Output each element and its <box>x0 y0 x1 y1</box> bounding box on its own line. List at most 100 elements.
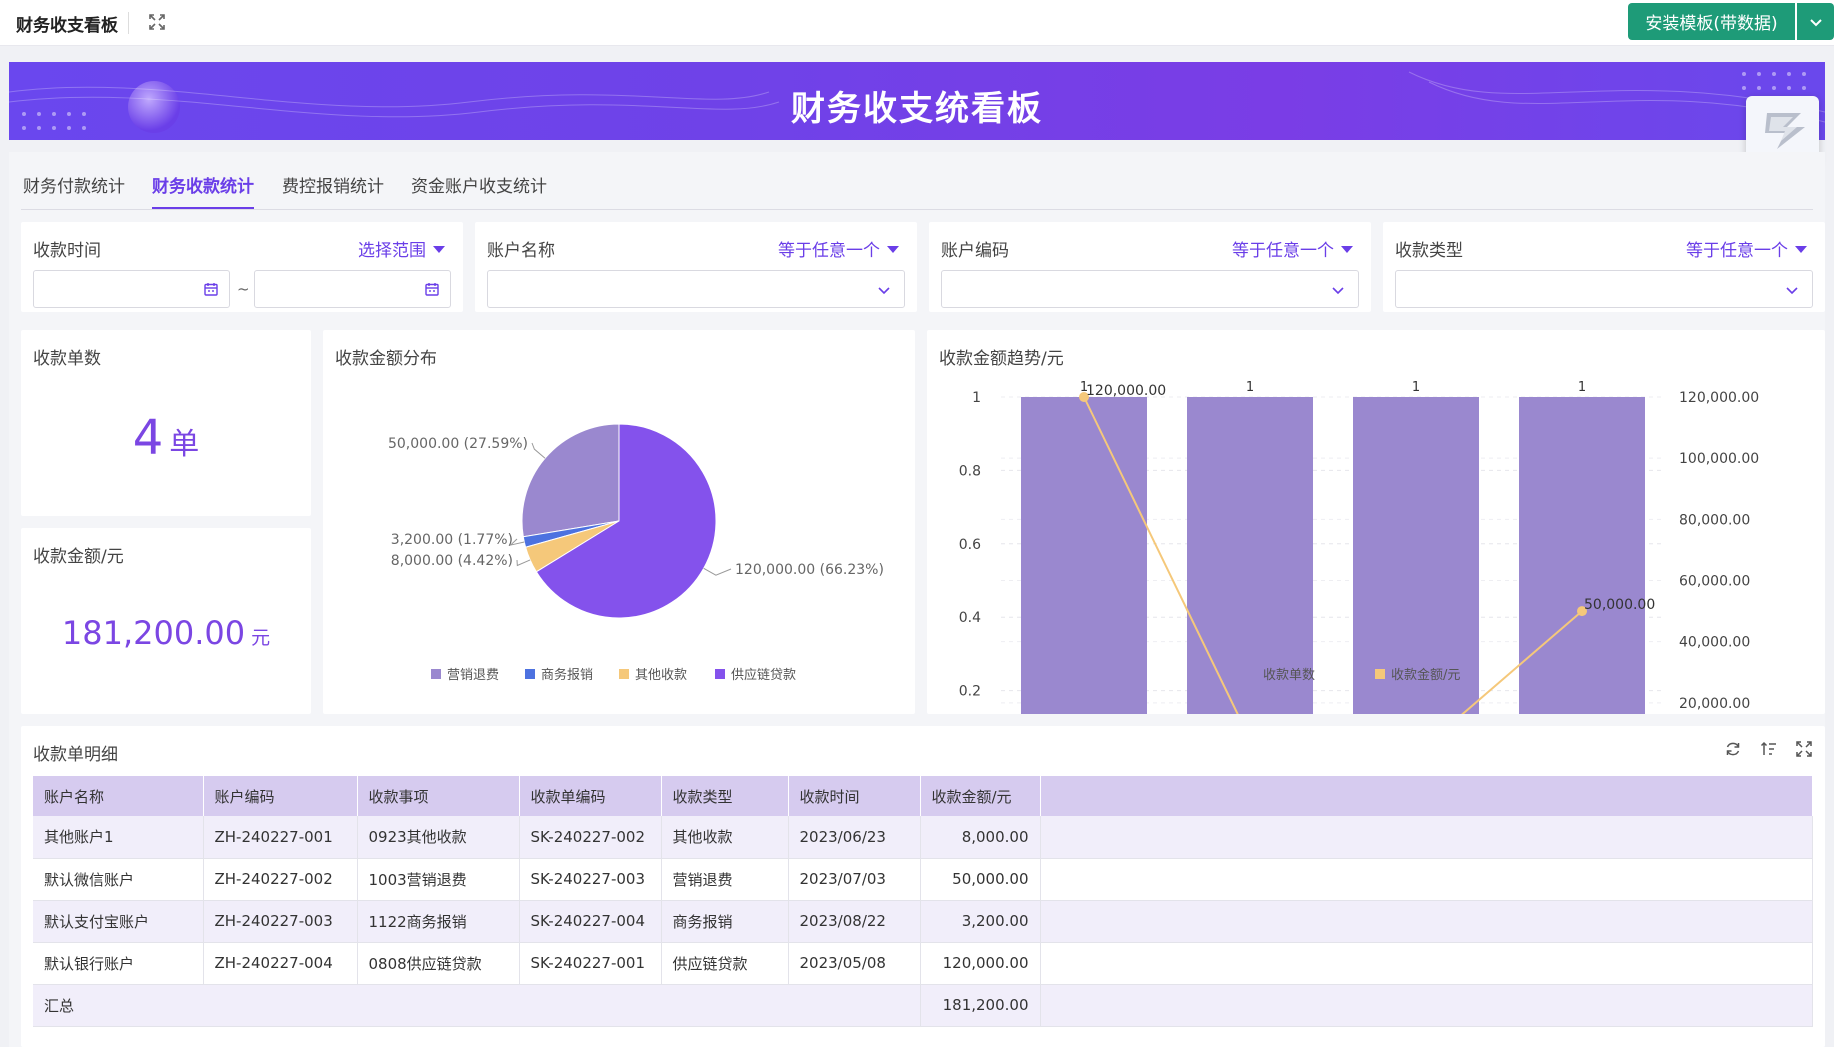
dashboard-content: 财务付款统计 财务收款统计 费控报销统计 资金账户收支统计 收款时间 选择范围 … <box>9 152 1825 1047</box>
table-cell: 1003营销退费 <box>357 858 520 901</box>
table-row[interactable]: 其他账户1 ZH-240227-001 0923其他收款 SK-240227-0… <box>33 816 1813 859</box>
column-header[interactable]: 收款金额/元 <box>920 776 1041 816</box>
left-axis-tick-label: 1 <box>972 390 981 406</box>
table-cell: 3,200.00 <box>920 900 1041 943</box>
column-header[interactable]: 账户编码 <box>203 776 358 816</box>
filter-label: 账户编码 <box>941 241 1009 261</box>
legend-label[interactable]: 其他收款 <box>635 668 687 683</box>
tab-fund-account-stats[interactable]: 资金账户收支统计 <box>411 177 547 197</box>
legend-label[interactable]: 收款金额/元 <box>1391 667 1460 683</box>
column-header[interactable]: 收款事项 <box>357 776 520 816</box>
caret-down-icon <box>887 246 899 253</box>
date-start-input[interactable] <box>33 270 230 308</box>
filter-account-name: 账户名称 等于任意一个 <box>475 222 917 312</box>
refresh-icon[interactable] <box>1724 740 1742 758</box>
table-cell: 2023/08/22 <box>788 900 921 943</box>
pie-data-label: 8,000.00 (4.42%) <box>391 553 513 569</box>
filter-operator-label: 选择范围 <box>358 241 426 261</box>
filter-operator[interactable]: 等于任意一个 <box>1686 236 1807 261</box>
tab-payment-stats[interactable]: 财务付款统计 <box>23 177 125 197</box>
filter-account-code: 账户编码 等于任意一个 <box>929 222 1371 312</box>
table-row[interactable]: 默认银行账户 ZH-240227-004 0808供应链贷款 SK-240227… <box>33 942 1813 985</box>
summary-total: 181,200.00 <box>920 984 1041 1027</box>
table-cell: ZH-240227-001 <box>203 816 358 859</box>
tab-expense-stats[interactable]: 费控报销统计 <box>282 177 384 197</box>
sort-icon[interactable] <box>1760 740 1778 758</box>
bar[interactable] <box>1021 397 1147 714</box>
install-template-button[interactable]: 安装模板(带数据) <box>1628 3 1795 40</box>
line-data-label: 50,000.00 <box>1584 597 1655 613</box>
legend-label[interactable]: 收款单数 <box>1263 668 1315 683</box>
pie-slice[interactable] <box>521 423 620 538</box>
summary-label: 汇总 <box>33 984 921 1027</box>
table-cell: 2023/05/08 <box>788 942 921 985</box>
chart-title: 收款金额分布 <box>335 349 437 369</box>
filter-operator[interactable]: 等于任意一个 <box>778 236 899 261</box>
line-point[interactable] <box>1577 606 1587 617</box>
column-header[interactable]: 收款类型 <box>661 776 789 816</box>
receipt-type-select[interactable] <box>1395 270 1813 308</box>
right-axis-tick-label: 60,000.00 <box>1679 574 1750 590</box>
tab-receipt-stats[interactable]: 财务收款统计 <box>152 177 254 197</box>
kpi-label: 收款单数 <box>33 349 101 369</box>
column-header[interactable]: 收款单编码 <box>519 776 662 816</box>
line-series <box>1083 396 1583 714</box>
table-cell: ZH-240227-004 <box>203 942 358 985</box>
column-header[interactable]: 收款时间 <box>788 776 921 816</box>
right-axis-tick-label: 120,000.00 <box>1679 390 1759 406</box>
right-axis-tick-label: 40,000.00 <box>1679 635 1750 651</box>
pie-label-line <box>531 442 546 459</box>
filter-operator[interactable]: 等于任意一个 <box>1232 236 1353 261</box>
table-cell: ZH-240227-003 <box>203 900 358 943</box>
pie-data-label: 120,000.00 (66.23%) <box>735 562 884 578</box>
bar[interactable] <box>1353 397 1479 714</box>
banner-title: 财务收支统看板 <box>791 89 1043 129</box>
table-cell-filler <box>1040 942 1813 985</box>
table-cell-filler <box>1040 858 1813 901</box>
app-title: 财务收支看板 <box>16 16 118 36</box>
table-cell: 1122商务报销 <box>357 900 520 943</box>
kpi-value: 181,200.00 元 <box>21 614 311 652</box>
left-axis-tick-label: 0.2 <box>959 684 981 700</box>
line-point[interactable] <box>1079 392 1089 402</box>
column-header[interactable]: 账户名称 <box>33 776 204 816</box>
account-name-select[interactable] <box>487 270 905 308</box>
table-cell: 其他收款 <box>661 816 789 859</box>
account-code-select[interactable] <box>941 270 1359 308</box>
legend-label[interactable]: 商务报销 <box>541 667 593 683</box>
legend-swatch <box>525 669 535 679</box>
chevron-down-icon <box>1786 287 1798 295</box>
banner: 财务收支统看板 <box>9 62 1825 140</box>
bar[interactable] <box>1519 397 1645 714</box>
table-row[interactable]: 默认微信账户 ZH-240227-002 1003营销退费 SK-240227-… <box>33 858 1813 901</box>
title-divider <box>128 12 129 34</box>
kpi-unit: 单 <box>169 427 200 462</box>
table-row[interactable]: 默认支付宝账户 ZH-240227-003 1122商务报销 SK-240227… <box>33 900 1813 943</box>
bar-data-label: 1 <box>1246 380 1254 395</box>
table-cell: 50,000.00 <box>920 858 1041 901</box>
legend-swatch <box>619 669 629 679</box>
filter-operator[interactable]: 选择范围 <box>358 236 445 261</box>
table-cell: 120,000.00 <box>920 942 1041 985</box>
calendar-icon <box>204 283 218 296</box>
right-axis-tick-label: 100,000.00 <box>1679 451 1759 467</box>
legend-label[interactable]: 营销退费 <box>447 668 499 683</box>
fullscreen-icon[interactable] <box>146 11 168 33</box>
legend-label[interactable]: 供应链贷款 <box>731 667 796 683</box>
date-end-input[interactable] <box>254 270 451 308</box>
pie-data-label: 3,200.00 (1.77%) <box>391 532 513 548</box>
filter-receipt-time: 收款时间 选择范围 ~ <box>21 222 463 312</box>
table-cell: 默认支付宝账户 <box>33 900 204 943</box>
legend-swatch <box>1247 669 1257 679</box>
receipt-detail-card: 收款单明细 账户名称 账户编码 收款事项 收款单编码 收款类型 收款时间 收款金… <box>21 726 1825 1047</box>
table-cell: SK-240227-001 <box>519 942 662 985</box>
trend-chart-card: 收款金额趋势/元 00.20.40.60.810.0020,000.0040,0… <box>927 330 1825 714</box>
fullscreen-icon[interactable] <box>1795 740 1813 758</box>
table-cell: 0808供应链贷款 <box>357 942 520 985</box>
table-cell-filler <box>1040 816 1813 859</box>
table-cell: SK-240227-002 <box>519 816 662 859</box>
bar[interactable] <box>1187 397 1313 714</box>
install-dropdown-button[interactable] <box>1797 3 1834 40</box>
kpi-number: 181,200.00 <box>61 614 246 652</box>
